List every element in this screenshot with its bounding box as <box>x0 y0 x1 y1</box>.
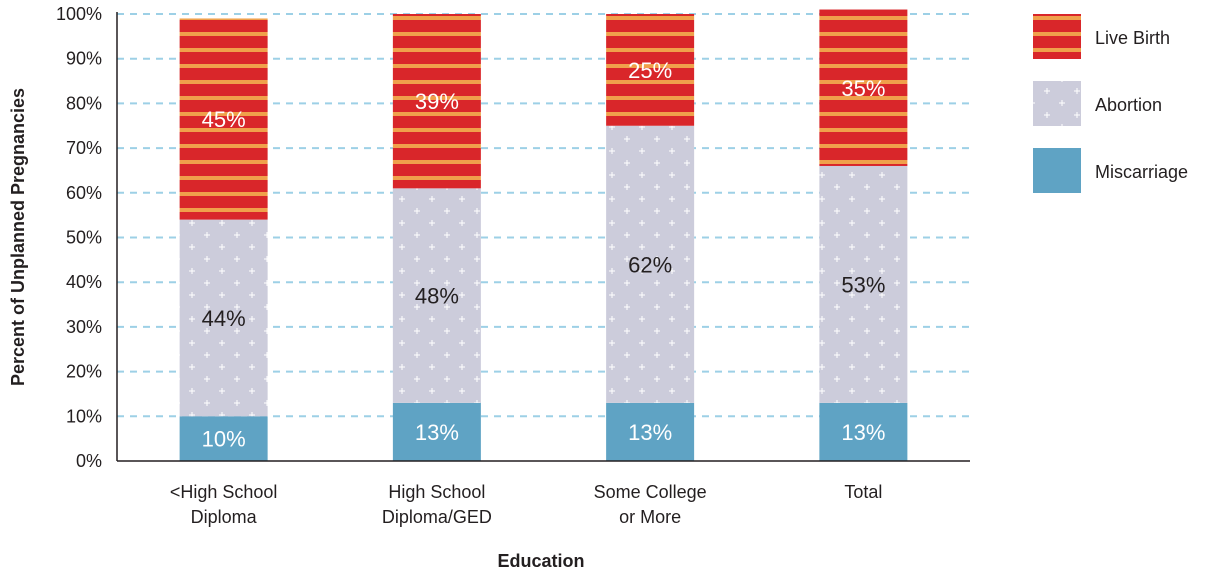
bar-segment-miscarriage <box>392 402 481 461</box>
y-axis-ticks: 0% 10% 20% 30% 40% 50% 60% 70% 80% 90% 100% <box>56 4 102 471</box>
axes <box>116 12 970 462</box>
x-axis-title: Education <box>497 551 584 571</box>
data-label-live-birth: 39% <box>415 89 459 114</box>
bar-segment-abortion <box>179 219 268 417</box>
bar-segment-live-birth <box>606 14 695 126</box>
bar-segment-abortion <box>819 165 908 403</box>
y-tick-label: 40% <box>66 272 102 292</box>
data-label-miscarriage: 13% <box>841 420 885 445</box>
bar-segment-abortion <box>606 125 695 403</box>
x-tick-label: Diploma <box>191 507 258 527</box>
data-label-live-birth: 25% <box>628 58 672 83</box>
data-label-abortion: 48% <box>415 284 459 309</box>
bar-segment-miscarriage <box>179 416 268 461</box>
data-label-miscarriage: 13% <box>628 420 672 445</box>
bar-segment-miscarriage <box>819 402 908 461</box>
bar-segment-live-birth <box>392 14 481 189</box>
y-axis-title: Percent of Unplanned Pregnancies <box>8 88 28 386</box>
bar-segment-abortion <box>392 188 481 403</box>
y-tick-label: 30% <box>66 317 102 337</box>
data-label-miscarriage: 13% <box>415 420 459 445</box>
x-axis-ticks: <High School Diploma High School Diploma/GE… <box>170 482 883 527</box>
data-label-abortion: 44% <box>202 306 246 331</box>
bars: 10% 44% 45% 13% 48% 39% 13% 62% 25% 13% 53% 35% <box>179 9 908 461</box>
x-tick-label: Total <box>844 482 882 502</box>
legend-label-live-birth: Live Birth <box>1095 28 1170 48</box>
data-label-miscarriage: 10% <box>202 427 246 452</box>
legend-swatch-live-birth <box>1033 14 1081 59</box>
x-tick-label: <High School <box>170 482 278 502</box>
y-tick-label: 70% <box>66 138 102 158</box>
data-label-live-birth: 45% <box>202 107 246 132</box>
x-tick-label: or More <box>619 507 681 527</box>
bar-segment-live-birth <box>819 9 908 166</box>
legend-label-miscarriage: Miscarriage <box>1095 162 1188 182</box>
y-tick-label: 0% <box>76 451 102 471</box>
legend: Live Birth Abortion Miscarriage <box>1033 14 1188 193</box>
y-tick-label: 100% <box>56 4 102 24</box>
legend-swatch-miscarriage <box>1033 148 1081 193</box>
x-tick-label: High School <box>388 482 485 502</box>
bar-segment-live-birth <box>179 18 268 220</box>
bar-segment-miscarriage <box>606 402 695 461</box>
y-tick-label: 80% <box>66 93 102 113</box>
legend-label-abortion: Abortion <box>1095 95 1162 115</box>
data-label-live-birth: 35% <box>841 76 885 101</box>
x-tick-label: Diploma/GED <box>382 507 492 527</box>
data-label-abortion: 62% <box>628 252 672 277</box>
y-tick-label: 90% <box>66 49 102 69</box>
y-tick-label: 50% <box>66 228 102 248</box>
data-label-abortion: 53% <box>841 272 885 297</box>
legend-swatch-abortion <box>1033 81 1081 126</box>
y-tick-label: 10% <box>66 406 102 426</box>
y-tick-label: 20% <box>66 362 102 382</box>
x-tick-label: Some College <box>594 482 707 502</box>
y-tick-label: 60% <box>66 183 102 203</box>
